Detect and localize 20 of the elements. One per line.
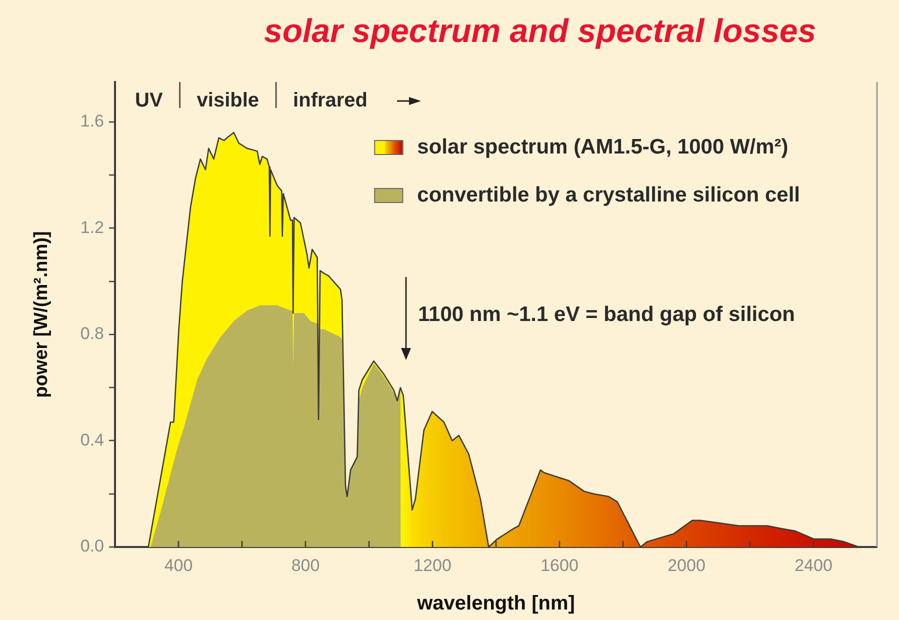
x-tick-label: 400 [164, 556, 193, 575]
chart-title: solar spectrum and spectral losses [264, 11, 816, 51]
x-tick-label: 800 [291, 556, 320, 575]
y-tick-label: 0.8 [80, 324, 104, 344]
x-tick-label: 1200 [414, 556, 452, 575]
y-tick-label: 0.4 [80, 430, 104, 450]
annotation: 1100 nm ~1.1 eV = band gap of silicon [418, 302, 795, 326]
y-tick-label: 1.6 [80, 112, 104, 131]
x-tick-label: 1600 [540, 556, 578, 575]
y-tick-label: 1.2 [80, 218, 104, 237]
legend-label: convertible by a crystalline silicon cell [417, 183, 800, 206]
annotation: visible [196, 90, 260, 112]
x-tick-label: 2000 [668, 556, 706, 575]
legend-label: solar spectrum (AM1.5-G, 1000 W/m²) [417, 135, 788, 158]
annotation: UV [135, 90, 164, 112]
annotation: infrared [293, 90, 368, 112]
y-axis-title: power [W/(m².nm)] [31, 231, 52, 398]
x-axis-title: wavelength [nm] [416, 592, 575, 615]
x-tick-label: 2400 [794, 556, 832, 575]
y-tick-label: 0.0 [80, 536, 104, 556]
